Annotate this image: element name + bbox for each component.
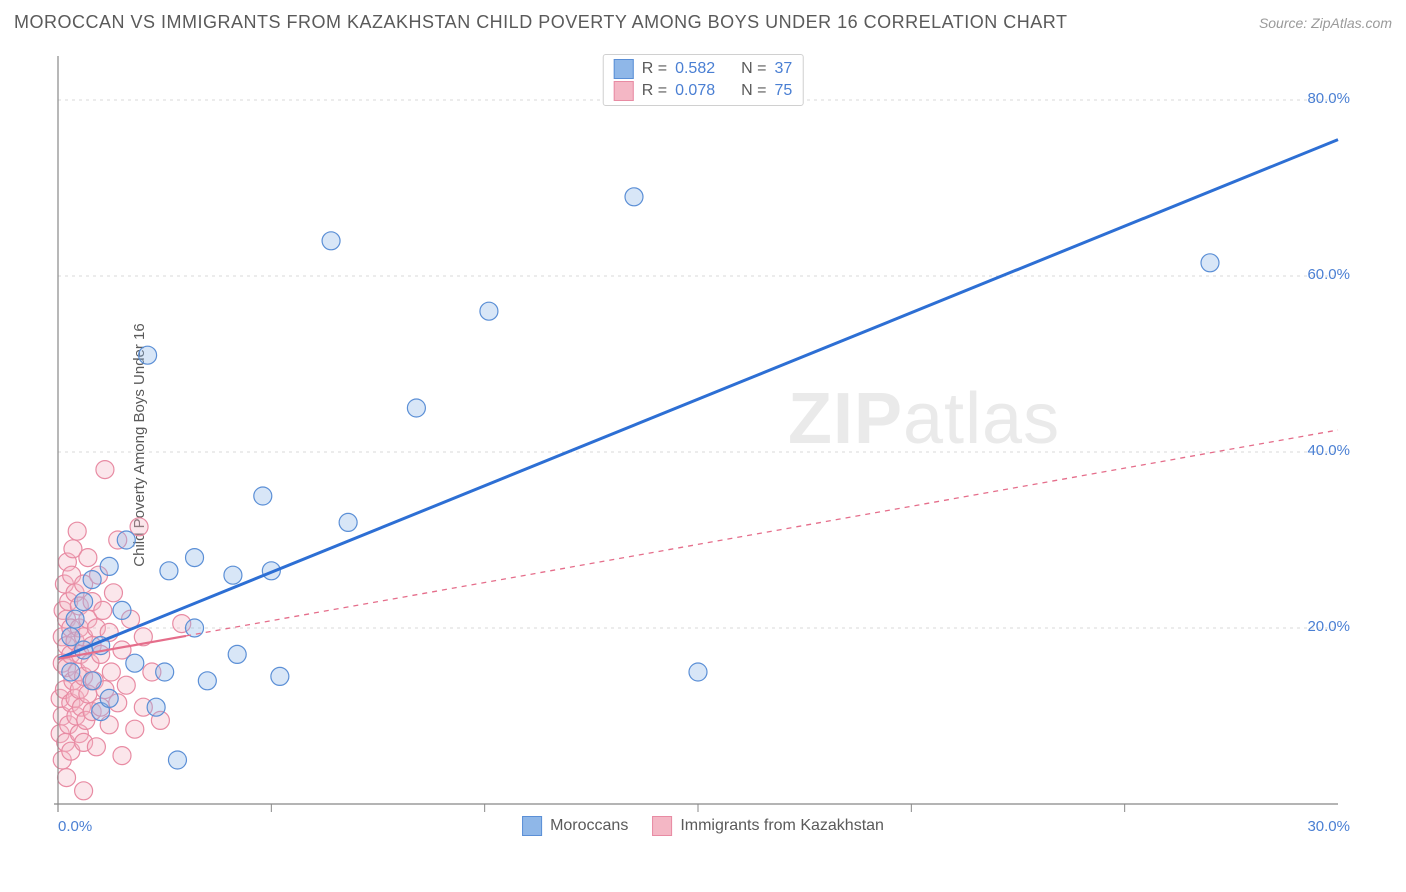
series-legend: Moroccans Immigrants from Kazakhstan — [522, 816, 884, 836]
legend-swatch — [652, 816, 672, 836]
n-label-1: N = — [741, 82, 766, 100]
legend-label: Immigrants from Kazakhstan — [680, 817, 884, 835]
r-value-1: 0.078 — [675, 82, 715, 100]
y-tick-label: 80.0% — [1307, 90, 1350, 107]
r-label-1: R = — [642, 82, 667, 100]
x-tick-label: 0.0% — [58, 818, 92, 835]
chart-title: MOROCCAN VS IMMIGRANTS FROM KAZAKHSTAN C… — [14, 12, 1067, 33]
legend-swatch-kazakhstan — [614, 81, 634, 101]
chart-area: Child Poverty Among Boys Under 16 ZIPatl… — [48, 48, 1358, 842]
legend-swatch — [522, 816, 542, 836]
source-credit: Source: ZipAtlas.com — [1259, 15, 1392, 31]
y-tick-label: 20.0% — [1307, 618, 1350, 635]
n-value-1: 75 — [774, 82, 792, 100]
legend-item-0: Moroccans — [522, 816, 628, 836]
n-label-0: N = — [741, 60, 766, 78]
n-value-0: 37 — [774, 60, 792, 78]
legend-label: Moroccans — [550, 817, 628, 835]
r-value-0: 0.582 — [675, 60, 715, 78]
legend-row-moroccans: R = 0.582 N = 37 — [614, 59, 793, 79]
y-tick-label: 40.0% — [1307, 442, 1350, 459]
correlation-legend: R = 0.582 N = 37 R = 0.078 N = 75 — [603, 54, 804, 106]
y-tick-label: 60.0% — [1307, 266, 1350, 283]
legend-swatch-moroccans — [614, 59, 634, 79]
x-tick-label: 30.0% — [1307, 818, 1350, 835]
scatter-plot — [48, 48, 1358, 842]
legend-row-kazakhstan: R = 0.078 N = 75 — [614, 81, 793, 101]
legend-item-1: Immigrants from Kazakhstan — [652, 816, 884, 836]
r-label-0: R = — [642, 60, 667, 78]
